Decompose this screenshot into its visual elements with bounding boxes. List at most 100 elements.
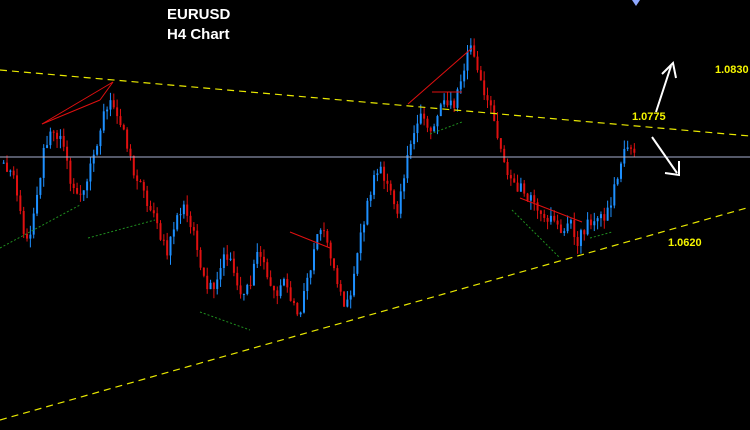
candle-body <box>192 227 195 231</box>
candle <box>523 180 526 197</box>
candle-body <box>576 237 579 246</box>
candle <box>443 93 446 108</box>
candle <box>423 108 426 126</box>
candle <box>546 215 549 230</box>
upper-resistance-line <box>0 69 750 137</box>
candle <box>29 225 32 248</box>
candle-body <box>416 123 419 134</box>
candle-body <box>272 285 275 291</box>
candle <box>26 228 29 242</box>
candle <box>446 91 449 108</box>
candle <box>229 252 232 262</box>
candle-body <box>242 293 245 295</box>
pattern-line-green <box>87 219 156 239</box>
candle <box>609 197 612 218</box>
level-label-top: 1.0830 <box>715 64 749 76</box>
candle <box>596 216 599 230</box>
candle-body <box>346 299 349 307</box>
candle-body <box>476 56 479 71</box>
candle <box>319 228 322 241</box>
candle <box>222 247 225 276</box>
candle <box>409 140 412 160</box>
candle-body <box>62 135 65 147</box>
candle <box>172 221 175 245</box>
candle <box>433 123 436 132</box>
pattern-line-green <box>0 204 81 249</box>
candle <box>329 240 332 266</box>
candle-body <box>36 194 39 214</box>
candle <box>309 269 312 285</box>
candle-body <box>86 181 89 191</box>
candle-body <box>22 210 25 234</box>
pattern-line-green <box>511 209 561 259</box>
pattern-line-green <box>589 231 613 239</box>
candle-body <box>182 204 185 215</box>
candle <box>256 243 259 269</box>
trendlines <box>0 69 750 421</box>
candle-body <box>122 125 125 130</box>
candle <box>276 286 279 305</box>
candle-body <box>609 205 612 208</box>
candle-body <box>333 258 336 269</box>
candle-body <box>16 175 19 196</box>
candle-body <box>139 180 142 183</box>
candle <box>226 245 229 266</box>
candle <box>239 276 242 299</box>
candle-body <box>509 175 512 179</box>
candle <box>533 189 536 211</box>
candle <box>109 92 112 117</box>
candle-body <box>249 284 252 286</box>
candle-body <box>269 277 272 286</box>
candle <box>199 247 202 271</box>
candle <box>589 214 592 230</box>
candle <box>586 212 589 236</box>
candle <box>279 279 282 299</box>
candle-body <box>42 147 45 178</box>
candle <box>323 222 326 238</box>
candle <box>419 104 422 125</box>
candle-body <box>413 133 416 145</box>
candle-body <box>159 223 162 240</box>
candle <box>36 186 39 217</box>
candle-body <box>326 231 329 243</box>
candle-body <box>202 267 205 276</box>
chart-title: EURUSD <box>167 6 231 23</box>
candle <box>379 161 382 174</box>
candle <box>359 223 362 261</box>
candle-body <box>239 285 242 295</box>
candle-body <box>152 210 155 214</box>
candle-body <box>499 138 502 149</box>
candle <box>272 285 275 299</box>
candle <box>12 166 15 179</box>
candle-body <box>473 45 476 57</box>
candle-body <box>312 249 315 271</box>
candle <box>66 140 69 170</box>
candle <box>176 212 179 232</box>
candle <box>76 182 79 195</box>
candle <box>209 279 212 290</box>
candle-body <box>523 183 526 194</box>
candle-body <box>516 182 519 192</box>
candle <box>399 183 402 219</box>
candle-body <box>166 240 169 256</box>
candle-body <box>6 162 9 172</box>
up-arrow-shaft <box>655 65 672 113</box>
pattern-line-green <box>199 311 251 331</box>
candle <box>249 275 252 290</box>
candle-body <box>12 170 15 176</box>
candle-body <box>9 170 12 172</box>
candle-body <box>353 273 356 296</box>
candle-body <box>536 202 539 211</box>
candle-body <box>559 224 562 233</box>
candle-body <box>526 193 529 201</box>
candle-body <box>69 160 72 184</box>
candle <box>266 258 269 280</box>
candle <box>383 161 386 190</box>
candle-body <box>623 148 626 164</box>
candle <box>146 185 149 213</box>
candle-body <box>466 51 469 71</box>
candle-body <box>199 249 202 268</box>
candle <box>206 267 209 294</box>
candle-body <box>533 195 536 203</box>
candle-body <box>373 175 376 195</box>
